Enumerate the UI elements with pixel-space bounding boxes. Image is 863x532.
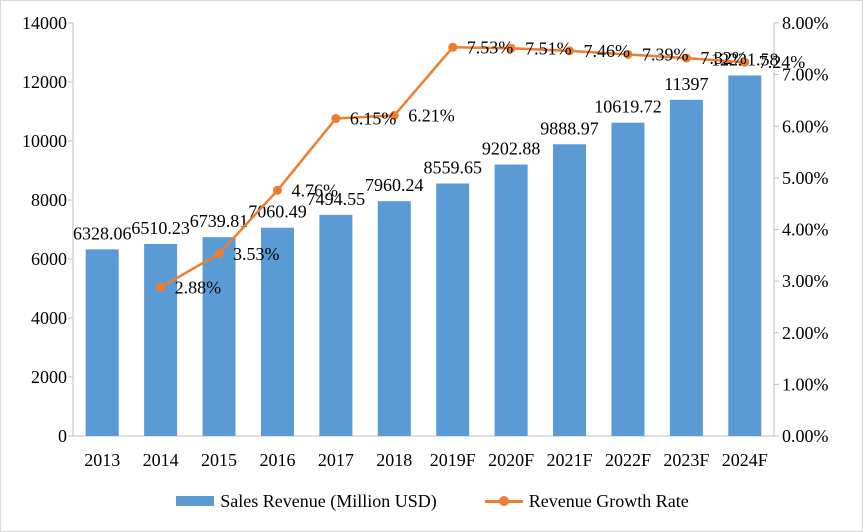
line-data-label: 6.15% [350, 109, 397, 129]
line-point [389, 110, 399, 120]
line-point [272, 185, 282, 195]
bar-data-label: 11397 [664, 74, 708, 94]
bar-data-label: 7960.24 [365, 175, 424, 195]
bar-data-label: 6510.23 [131, 218, 190, 238]
x-tick-label: 2021F [547, 450, 593, 470]
bar [260, 227, 294, 436]
bar [494, 164, 528, 436]
y-right-tick-label: 5.00% [782, 168, 829, 188]
x-tick-label: 2020F [488, 450, 534, 470]
x-tick-label: 2013 [84, 450, 120, 470]
legend-item-sales-revenue: Sales Revenue (Million USD) [176, 490, 437, 512]
y-right-tick-label: 2.00% [782, 323, 829, 343]
y-left-tick-label: 14000 [22, 13, 67, 33]
bar-series [85, 75, 762, 437]
combo-chart: 0 2000 4000 6000 8000 10000 12000 14000 0.00% 1.0… [22, 13, 829, 470]
x-tick-label: 2022F [605, 450, 651, 470]
y-left-tick-label: 6000 [31, 249, 67, 269]
line-point [506, 43, 516, 53]
bar [144, 243, 178, 436]
y-right-tick-label: 0.00% [782, 426, 829, 446]
line-data-label: 7.53% [467, 37, 514, 57]
bar-data-label: 6328.06 [73, 223, 132, 243]
y-right-tick-label: 7.00% [782, 65, 829, 85]
bar-data-label: 10619.72 [594, 97, 662, 117]
x-tick-label: 2015 [201, 450, 237, 470]
legend: Sales Revenue (Million USD) Revenue Grow… [1, 487, 863, 515]
line-data-label: 7.24% [759, 52, 806, 72]
legend-label-sales-revenue: Sales Revenue (Million USD) [220, 490, 437, 511]
line-point [623, 49, 633, 59]
x-tick-label: 2017 [318, 450, 354, 470]
x-tick-label: 2016 [259, 450, 295, 470]
bar [611, 122, 645, 436]
line-data-label: 7.39% [642, 44, 689, 64]
bar [436, 183, 470, 436]
y-left-tick-label: 8000 [31, 190, 67, 210]
y-right-tick-label: 6.00% [782, 116, 829, 136]
legend-line-swatch [484, 495, 523, 507]
line-data-labels: 2.88% 3.53% 4.76% 6.15% 6.21% 7.53% 7.51% 7.46%… [175, 37, 806, 297]
legend-item-growth-rate: Revenue Growth Rate [484, 490, 689, 512]
y-right-tick-label: 4.00% [782, 220, 829, 240]
y-left-tick-label: 2000 [31, 367, 67, 387]
bar-data-label: 9888.97 [540, 118, 599, 138]
x-tick-label: 2023F [663, 450, 709, 470]
bar-data-labels: 6328.06 6510.23 6739.81 7060.497494.557960.… [73, 49, 779, 243]
y-left-tick-label: 4000 [31, 308, 67, 328]
bar [319, 214, 353, 436]
x-tick-label: 2024F [722, 450, 768, 470]
line-data-label: 2.88% [175, 277, 222, 297]
y-right-tick-label: 3.00% [782, 271, 829, 291]
line-point [681, 53, 691, 63]
legend-bar-swatch [176, 496, 215, 506]
line-series [156, 42, 750, 292]
x-tick-label: 2019F [430, 450, 476, 470]
line-data-label: 7.46% [584, 41, 631, 61]
line-point [740, 57, 750, 67]
line-point [331, 114, 341, 124]
line-data-label: 7.51% [525, 38, 572, 58]
bar [669, 99, 703, 436]
line-data-label: 6.21% [408, 105, 455, 125]
x-tick-label: 2018 [376, 450, 412, 470]
line-data-label: 7.32% [700, 48, 747, 68]
bar-data-label: 7494.55 [307, 189, 366, 209]
line-point [448, 42, 458, 52]
bar [85, 249, 119, 436]
x-tick-label: 2014 [143, 450, 179, 470]
bar-data-label: 8559.65 [423, 157, 482, 177]
line-point [214, 249, 224, 259]
y-right-tick-label: 1.00% [782, 374, 829, 394]
line-point [156, 282, 166, 292]
bar [202, 237, 236, 436]
bar-data-label: 6739.81 [190, 211, 249, 231]
line-point [565, 46, 575, 56]
y-left-tick-label: 10000 [22, 131, 67, 151]
bar [553, 144, 587, 436]
y-right-tick-label: 8.00% [782, 13, 829, 33]
bar [728, 75, 762, 437]
legend-label-growth-rate: Revenue Growth Rate [528, 490, 689, 511]
axes: 0 2000 4000 6000 8000 10000 12000 14000 0.00% 1.0… [22, 13, 829, 470]
y-left-tick-label: 12000 [22, 72, 67, 92]
line-data-label: 3.53% [233, 244, 280, 264]
bar [377, 201, 411, 436]
line-data-label: 4.76% [291, 180, 338, 200]
bar-data-label: 9202.88 [482, 139, 541, 159]
y-left-tick-label: 0 [58, 426, 67, 446]
